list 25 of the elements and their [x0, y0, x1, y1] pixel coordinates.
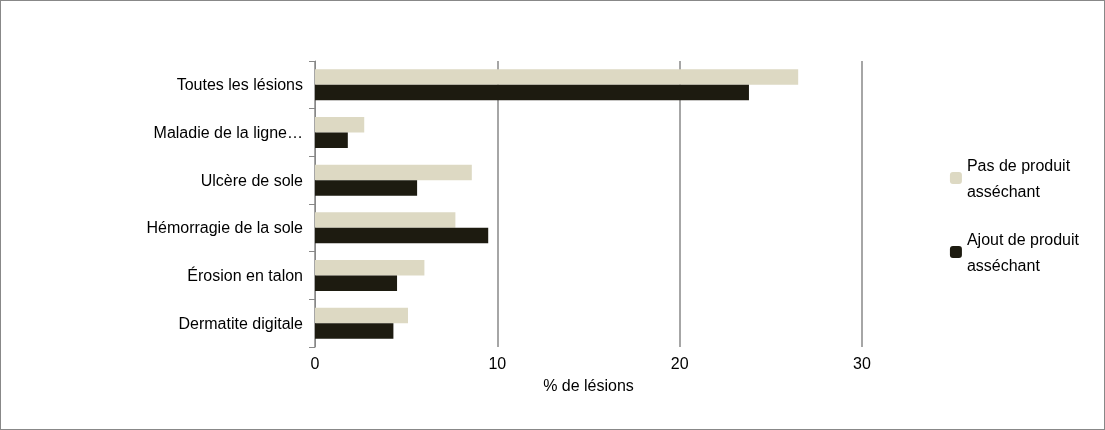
y-tick-label: Hémorragie de la sole [146, 219, 304, 237]
bar [315, 275, 398, 291]
x-axis-title: % de lésions [543, 376, 634, 394]
y-tick-label: Dermatite digitale [178, 314, 304, 332]
x-tick-label: 20 [670, 354, 689, 372]
y-tick-label: Toutes les lésions [176, 76, 303, 94]
bar [315, 84, 749, 101]
x-tick-label: 30 [853, 354, 871, 372]
legend-label: Ajout de produit asséchant [966, 230, 1080, 274]
bar [315, 212, 456, 228]
bar [315, 117, 365, 133]
bar [315, 180, 418, 196]
x-tick-label: 10 [488, 354, 507, 372]
y-tick-label: Ulcère de sole [200, 171, 304, 189]
y-tick-label: Érosion en talon [187, 266, 303, 284]
bar [315, 307, 408, 324]
y-tick-label: Maladie de la ligne… [153, 124, 303, 141]
bar [315, 69, 799, 85]
bar [315, 132, 348, 148]
bar [315, 164, 472, 181]
bar [315, 227, 489, 244]
x-tick-label: 0 [310, 354, 320, 372]
legend-label: Pas de produit asséchant [966, 156, 1071, 200]
bar [315, 260, 425, 276]
bar [315, 323, 394, 339]
